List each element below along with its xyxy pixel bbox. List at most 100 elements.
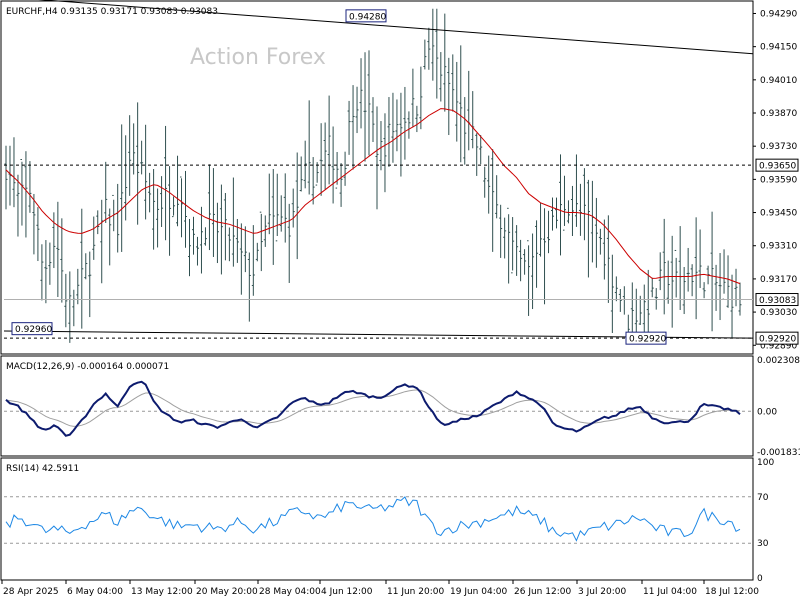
price-bar [451,54,455,112]
price-bar [140,140,144,175]
price-bar [343,151,347,186]
price-bar [531,233,535,310]
annotation-box [625,331,667,345]
moving-average-line [5,108,741,285]
price-bar [435,8,439,99]
price-bar [275,173,279,242]
price-bar [144,124,148,220]
price-bar [271,169,275,265]
price-bar [670,235,674,328]
price-bar [132,123,136,175]
price-bar [555,197,559,229]
price-bar [499,204,503,258]
x-tick-label: 28 May 04:00 [259,587,321,597]
price-bar [686,247,690,292]
price-bar [60,218,64,303]
price-bar [638,295,642,325]
price-bar [491,149,495,252]
price-bar [539,202,543,257]
price-bar [347,100,351,155]
price-bar [355,86,359,134]
price-axis-box-label: 0.92920 [759,335,796,345]
price-bar [630,282,634,337]
price-tick-label: 0.93730 [760,142,797,152]
price-bar [614,276,618,302]
price-bar [215,202,219,264]
price-bar [682,266,686,315]
price-bar [287,203,291,283]
price-bar [227,227,231,262]
price-bar [180,176,184,238]
price-bar [112,194,116,232]
price-bar [263,215,267,247]
price-bar [68,271,72,343]
price-bar [363,52,367,162]
price-bar [247,252,251,322]
price-bar [108,208,112,266]
price-bar [487,155,491,214]
price-bar [124,135,128,221]
price-bar [176,155,180,227]
price-bar [32,193,36,255]
x-tick-label: 20 May 20:00 [196,587,258,597]
price-bar [558,154,562,256]
rsi-line [5,496,741,542]
price-bar [387,97,391,167]
price-bar [590,180,594,263]
annotation-label: 0.92920 [629,335,666,345]
price-bar [12,137,16,208]
price-bar [4,145,8,210]
price-bar [148,172,152,213]
price-bar [710,211,714,332]
price-tick-label: 0.93450 [760,209,797,219]
rsi-layer [4,496,753,544]
price-bar [339,163,343,207]
price-bar [199,206,203,274]
price-bar [323,122,327,190]
annotation-label: 0.92960 [15,325,52,335]
price-bar [602,219,606,280]
price-tick-label: 0.93310 [760,242,797,252]
price-bar [259,211,263,272]
price-bar [243,226,247,273]
price-bar [160,176,164,227]
price-bar [463,97,467,165]
price-bar [136,102,140,225]
price-bar [646,269,650,343]
price-bar [279,195,283,232]
price-tick-label: 0.93030 [760,308,797,318]
annotation-box [11,322,53,336]
price-bar [319,123,323,196]
price-bar [367,50,371,156]
price-bar [16,174,20,237]
price-bar [24,151,28,238]
price-bar [734,268,738,307]
x-tick-label: 19 Jun 04:00 [450,587,507,597]
price-bar [251,225,255,296]
axis-layer: 0.94290 0.94150 0.94010 0.93870 0.93730 0.935… [1,9,800,597]
macd-line [5,380,741,437]
price-bar [120,124,124,252]
price-bar [574,154,578,227]
price-bar [223,192,227,261]
price-bar [439,52,443,102]
price-bar [702,282,706,299]
price-bar [128,115,132,196]
macd-tick-label: 0.002308 [757,356,800,366]
price-bar [295,152,299,260]
price-bar [467,70,471,151]
price-bar [375,106,379,210]
rsi-tick-label: 100 [757,458,774,468]
price-bar [383,113,387,193]
price-bar [96,210,100,235]
price-bar [511,217,515,274]
price-bar [582,168,586,241]
price-bar [610,254,614,334]
price-bar [503,217,507,259]
price-bar [191,216,195,255]
x-tick-label: 4 Jun 12:00 [321,587,373,597]
price-bar [331,126,335,204]
price-bar [267,173,271,235]
price-bar [527,240,531,316]
price-bar [475,133,479,176]
